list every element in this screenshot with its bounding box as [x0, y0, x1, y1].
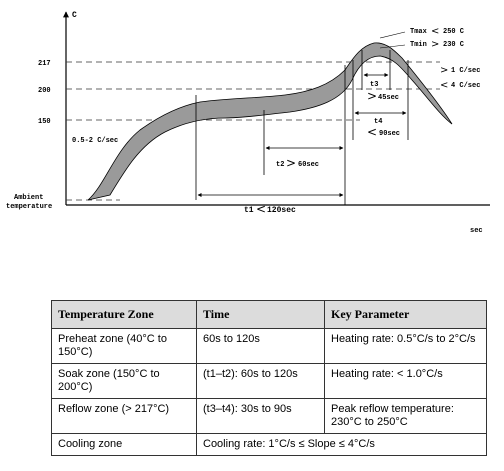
tmax-leader [379, 31, 406, 39]
time-cell: 60s to 120s [196, 328, 325, 364]
t4-value: 90sec [379, 130, 400, 138]
zone-cell: Cooling zone [51, 433, 197, 456]
table-row: Preheat zone (40°C to 150°C) 60s to 120s… [51, 328, 487, 364]
tick-217: 217 [38, 60, 51, 68]
t2-label: t2 [276, 161, 284, 169]
tmax-label: Tmax [410, 28, 428, 36]
cool-upper-value: 1 C/sec [451, 67, 480, 75]
time-cell: (t3–t4): 30s to 90s [196, 398, 325, 434]
t2-value: 60sec [298, 161, 319, 169]
table-row: Soak zone (150°C to 200°C) (t1–t2): 60s … [51, 363, 487, 399]
temperature-zone-table: Temperature Zone Time Key Parameter Preh… [51, 300, 487, 456]
cool-lower-value: 4 C/sec [451, 82, 480, 90]
t3-label: t3 [370, 81, 378, 89]
parameter-cell: Peak reflow temperature: 230°C to 250°C [324, 398, 487, 434]
table-row: Reflow zone (> 217°C) (t3–t4): 30s to 90… [51, 398, 487, 434]
cooling-rate-cell: Cooling rate: 1°C/s ≤ Slope ≤ 4°C/s [196, 433, 487, 456]
cool-upper-gt: > [440, 65, 448, 76]
ambient-label-1: Ambient [14, 194, 43, 202]
zone-cell: Preheat zone (40°C to 150°C) [51, 328, 197, 364]
ambient-label-2: temperature [6, 203, 52, 211]
t1-label: t1 [244, 206, 254, 215]
table-row: Cooling zone Cooling rate: 1°C/s ≤ Slope… [51, 433, 487, 456]
t3-value: 45sec [378, 94, 399, 102]
table-header-row: Temperature Zone Time Key Parameter [51, 300, 487, 329]
tmin-label: Tmin [410, 41, 427, 49]
reflow-profile-diagram: C sec 217 200 150 Ambient temperature 0.… [6, 11, 490, 235]
header-temperature-zone: Temperature Zone [51, 300, 197, 329]
header-time: Time [196, 300, 325, 329]
cool-lower-lt: < [440, 80, 448, 91]
zone-cell: Reflow zone (> 217°C) [51, 398, 197, 434]
time-cell: (t1–t2): 60s to 120s [196, 363, 325, 399]
t3-gt: > [367, 89, 377, 103]
ramp-rate-label: 0.5-2 C/sec [72, 137, 118, 145]
x-axis-unit: sec [470, 227, 483, 235]
tmax-lt: < [431, 26, 439, 37]
tmin-gt: > [431, 39, 439, 50]
tmin-value: 230 C [443, 41, 464, 49]
tmin-leader [379, 44, 406, 49]
t4-lt: < [367, 125, 377, 139]
parameter-cell: Heating rate: < 1.0°C/s [324, 363, 487, 399]
header-key-parameter: Key Parameter [324, 300, 487, 329]
t1-lt: < [256, 202, 266, 216]
tmax-value: 250 C [443, 28, 464, 36]
t2-gt: > [286, 156, 296, 170]
t1-value: 120sec [267, 206, 296, 215]
t4-label: t4 [374, 118, 382, 126]
parameter-cell: Heating rate: 0.5°C/s to 2°C/s [324, 328, 487, 364]
tick-200: 200 [38, 87, 51, 95]
zone-cell: Soak zone (150°C to 200°C) [51, 363, 197, 399]
tick-150: 150 [38, 118, 51, 126]
y-axis-unit: C [72, 11, 77, 20]
profile-band [87, 42, 453, 201]
